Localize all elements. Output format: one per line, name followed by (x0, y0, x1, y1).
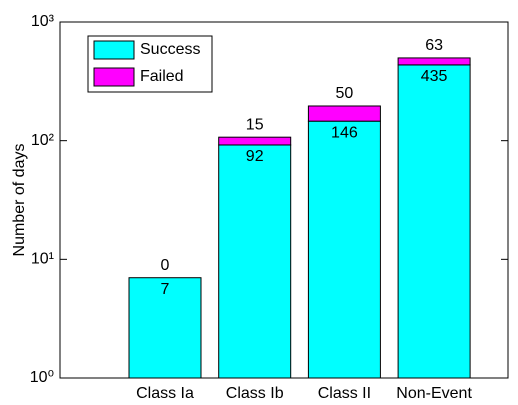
y-tick-label: 10⁰ (30, 369, 54, 386)
bar-segment (218, 144, 292, 379)
value-label: 50 (336, 85, 354, 102)
bar-segment (397, 57, 471, 66)
bar-segment (397, 64, 471, 379)
y-tick-label: 10² (31, 132, 55, 149)
y-tick-label: 10¹ (31, 251, 54, 268)
bar-segment (307, 105, 381, 122)
y-tick-label: 10³ (31, 13, 55, 30)
value-label: 92 (246, 148, 264, 165)
value-label: 146 (331, 124, 358, 141)
value-label: 63 (425, 37, 443, 54)
legend-swatch (93, 67, 135, 87)
value-label: 435 (421, 68, 448, 85)
bar-segment (218, 136, 292, 146)
legend-label: Success (140, 41, 200, 58)
x-tick-label: Class Ia (136, 385, 194, 402)
x-tick-label: Class Ib (226, 385, 284, 402)
value-label: 0 (161, 257, 170, 274)
value-label: 7 (161, 281, 170, 298)
x-tick-label: Class II (318, 385, 371, 402)
legend-swatch (93, 40, 135, 60)
x-tick-label: Non-Event (396, 385, 472, 402)
bar-segment (128, 277, 202, 379)
legend-label: Failed (140, 68, 184, 85)
bar-segment (307, 120, 381, 379)
y-axis-label: Number of days (11, 144, 28, 257)
axes-box (59, 21, 509, 379)
value-label: 15 (246, 116, 264, 133)
